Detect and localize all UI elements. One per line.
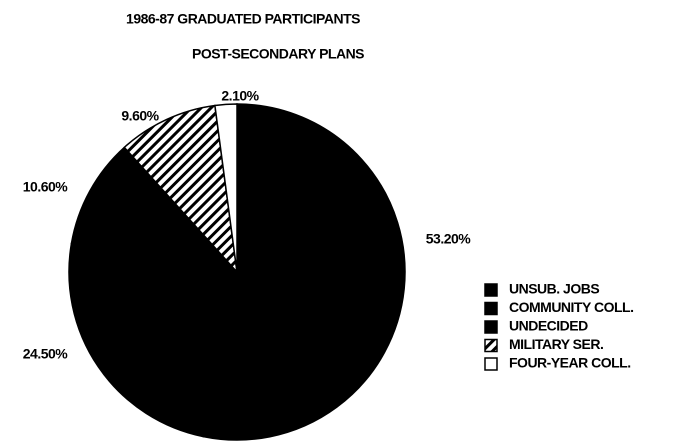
pie-slice [123, 104, 239, 275]
legend-swatch [484, 338, 498, 353]
legend-swatch [484, 320, 498, 334]
chart-title: 1986-87 GRADUATED PARTICIPANTS [126, 11, 360, 27]
legend-swatch [484, 301, 498, 316]
pie-slice [202, 103, 406, 441]
legend-label: UNDECIDED [509, 318, 588, 334]
legend-label: FOUR-YEAR COLL. [509, 355, 631, 371]
data-label: 10.60% [23, 179, 69, 195]
pie-slice [70, 146, 240, 274]
data-label: 9.60% [121, 108, 159, 124]
legend-label: COMMUNITY COLL. [509, 299, 633, 315]
data-label: 24.50% [23, 346, 69, 362]
legend-label: MILITARY SER. [509, 336, 603, 352]
legend-label: UNSUB. JOBS [509, 281, 599, 297]
data-label: 53.20% [426, 231, 472, 247]
pie-slice [214, 103, 238, 273]
legend-swatch [484, 283, 498, 297]
pie-slice [68, 242, 238, 438]
legend-swatch [484, 357, 498, 371]
data-label: 2.10% [221, 88, 259, 104]
chart-title: POST-SECONDARY PLANS [192, 46, 364, 62]
